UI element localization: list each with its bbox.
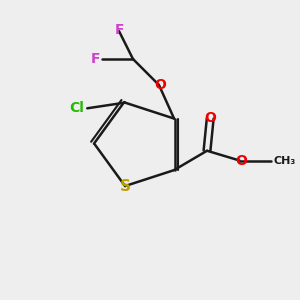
Text: CH₃: CH₃ [274,155,296,166]
Text: F: F [114,23,124,37]
Text: O: O [235,154,247,167]
Text: Cl: Cl [70,101,84,115]
Text: O: O [154,78,166,92]
Text: F: F [91,52,100,66]
Text: S: S [119,178,130,194]
Text: O: O [204,111,216,125]
